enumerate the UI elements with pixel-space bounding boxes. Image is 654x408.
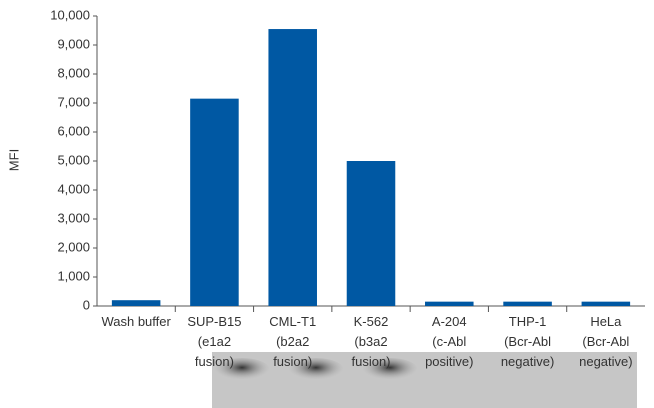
x-tick-label-line: SUP-B15 bbox=[187, 314, 241, 329]
x-tick-label-line: (e1a2 bbox=[198, 334, 231, 349]
x-tick-label-line: (b3a2 bbox=[354, 334, 387, 349]
y-tick-label: 7,000 bbox=[57, 94, 90, 109]
y-tick-label: 1,000 bbox=[57, 268, 90, 283]
x-tick-label-line: CML-T1 bbox=[269, 314, 316, 329]
x-tick-label-line: fusion) bbox=[273, 354, 312, 369]
x-tick-label: A-204 (c-Abl positive) bbox=[425, 314, 473, 369]
bar bbox=[581, 301, 631, 306]
x-tick-label: Wash buffer bbox=[101, 314, 171, 329]
y-tick-label: 2,000 bbox=[57, 239, 90, 254]
x-tick-label: HeLa (Bcr-Abl negative) bbox=[579, 314, 632, 369]
y-tick-label: 9,000 bbox=[57, 36, 90, 51]
x-tick-label: CML-T1 (b2a2 fusion) bbox=[269, 314, 316, 369]
bar bbox=[425, 301, 474, 306]
x-tick-label-line: (Bcr-Abl bbox=[504, 334, 551, 349]
x-tick-label-line: A-204 bbox=[432, 314, 467, 329]
bar bbox=[503, 301, 552, 306]
x-tick-label: K-562 (b3a2 fusion) bbox=[351, 314, 390, 369]
y-tick-label: 5,000 bbox=[57, 152, 90, 167]
x-tick-label-line: (c-Abl bbox=[432, 334, 466, 349]
x-tick-label-line: negative) bbox=[579, 354, 632, 369]
x-tick-label: THP-1 (Bcr-Abl negative) bbox=[501, 314, 554, 369]
x-tick-label: SUP-B15 (e1a2 fusion) bbox=[187, 314, 241, 369]
x-tick-label-line: HeLa bbox=[590, 314, 622, 329]
x-tick-label-line: negative) bbox=[501, 354, 554, 369]
x-tick-label-line: Wash buffer bbox=[101, 314, 171, 329]
y-tick-label: 8,000 bbox=[57, 65, 90, 80]
y-tick-label: 6,000 bbox=[57, 123, 90, 138]
x-tick-label-line: positive) bbox=[425, 354, 473, 369]
x-tick-label-line: (Bcr-Abl bbox=[582, 334, 629, 349]
x-tick-label-line: THP-1 bbox=[509, 314, 547, 329]
y-tick-label: 3,000 bbox=[57, 210, 90, 225]
bar bbox=[111, 300, 161, 306]
x-tick-label-line: (b2a2 bbox=[276, 334, 309, 349]
western-blot bbox=[212, 352, 637, 408]
x-tick-label-line: fusion) bbox=[195, 354, 234, 369]
bar bbox=[190, 98, 239, 307]
blot-band bbox=[214, 358, 270, 382]
y-tick-label: 0 bbox=[83, 297, 90, 312]
x-tick-label-line: K-562 bbox=[354, 314, 389, 329]
bar bbox=[346, 161, 396, 306]
y-tick-label: 4,000 bbox=[57, 181, 90, 196]
blot-band bbox=[288, 358, 344, 382]
bar bbox=[268, 29, 317, 307]
y-axis-label: MFI bbox=[6, 149, 21, 171]
y-tick-label: 10,000 bbox=[50, 7, 90, 22]
blot-band bbox=[362, 358, 418, 382]
x-tick-label-line: fusion) bbox=[351, 354, 390, 369]
